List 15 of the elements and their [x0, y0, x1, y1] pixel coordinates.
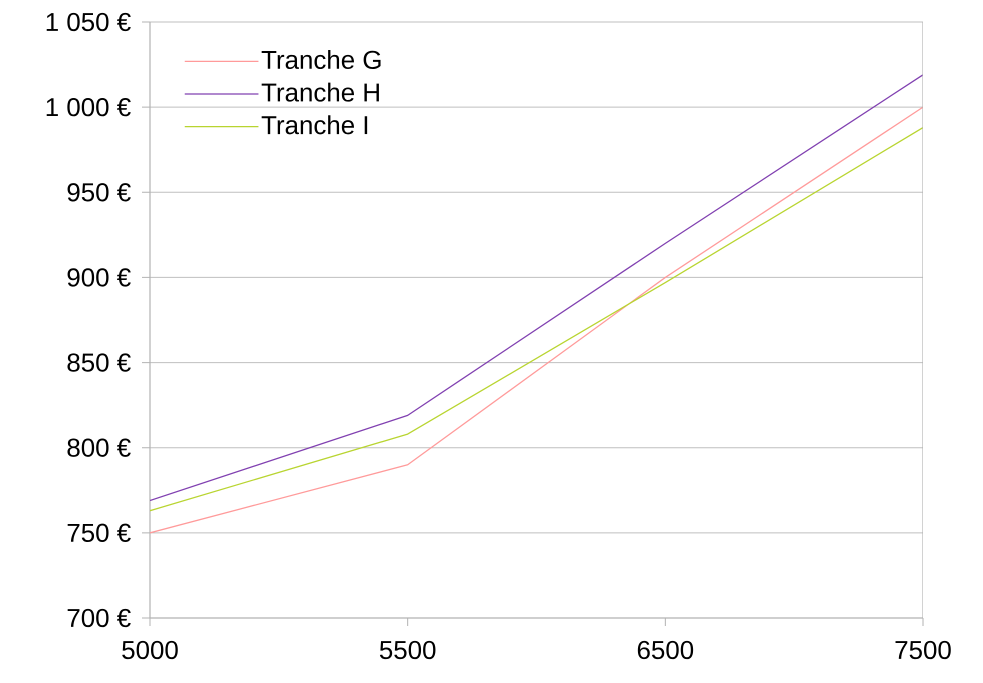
legend-label: Tranche G [262, 50, 381, 70]
x-tick-label: 7500 [896, 640, 951, 660]
x-tick-label: 5000 [122, 640, 178, 660]
x-tick-label: 6500 [638, 640, 694, 660]
legend-label: Tranche I [262, 115, 368, 134]
y-tick-label: 700 € [68, 608, 131, 628]
y-tick-label: 950 € [68, 183, 131, 202]
y-tick-label: 750 € [68, 524, 131, 542]
x-tick-label: 5500 [380, 640, 436, 660]
y-tick-label: 1 050 € [46, 12, 131, 32]
y-tick-label: 900 € [68, 268, 131, 287]
legend-label: Tranche H [262, 82, 379, 102]
y-tick-label: 800 € [67, 438, 131, 457]
y-tick-label: 1 000 € [46, 98, 131, 116]
y-tick-label: 850 € [67, 353, 131, 372]
